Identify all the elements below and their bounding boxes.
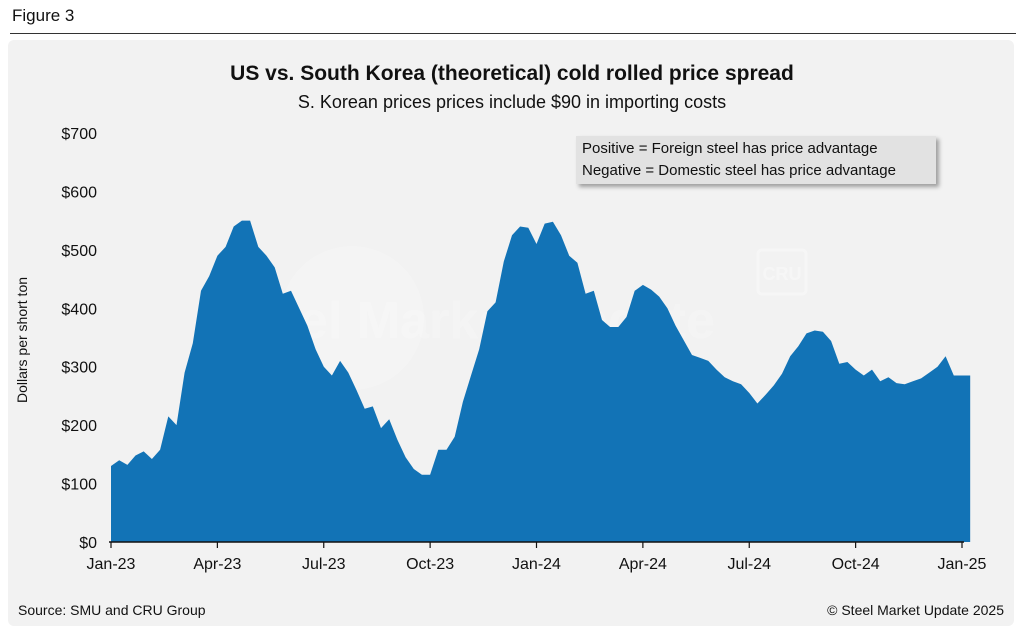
x-tick-label: Jan-25 xyxy=(938,556,987,573)
watermark-badge-frame xyxy=(756,248,808,296)
watermark-badge: CRU xyxy=(763,264,802,284)
x-tick-label: Jan-24 xyxy=(512,556,561,573)
annotation-negative: Negative = Domestic steel has price adva… xyxy=(582,162,896,179)
x-tick-label: Oct-24 xyxy=(832,556,880,573)
chart-subtitle: S. Korean prices prices include $90 in i… xyxy=(297,92,727,112)
y-tick-label: $300 xyxy=(61,360,97,377)
y-tick-label: $200 xyxy=(61,418,97,435)
copyright-note: © Steel Market Update 2025 xyxy=(827,602,1004,618)
figure-label: Figure 3 xyxy=(12,6,75,25)
y-tick-label: $400 xyxy=(61,301,97,318)
x-tick-label: Oct-23 xyxy=(406,556,454,573)
y-tick-label: $0 xyxy=(79,535,97,552)
x-tick-label: Jul-24 xyxy=(727,556,771,573)
y-tick-label: $700 xyxy=(61,126,97,143)
x-tick-label: Jul-23 xyxy=(302,556,346,573)
x-tick-label: Jan-23 xyxy=(87,556,136,573)
annotation-positive: Positive = Foreign steel has price advan… xyxy=(582,140,878,157)
figure-divider xyxy=(10,33,1016,34)
x-tick-label: Apr-23 xyxy=(193,556,241,573)
price-spread-area xyxy=(111,220,971,542)
chart-title: US vs. South Korea (theoretical) cold ro… xyxy=(230,62,794,85)
y-tick-label: $500 xyxy=(61,243,97,260)
source-note: Source: SMU and CRU Group xyxy=(18,602,206,618)
y-tick-label: $600 xyxy=(61,184,97,201)
y-tick-label: $100 xyxy=(61,477,97,494)
x-tick-label: Apr-24 xyxy=(619,556,667,573)
annotation-box: Positive = Foreign steel has price advan… xyxy=(576,136,936,184)
